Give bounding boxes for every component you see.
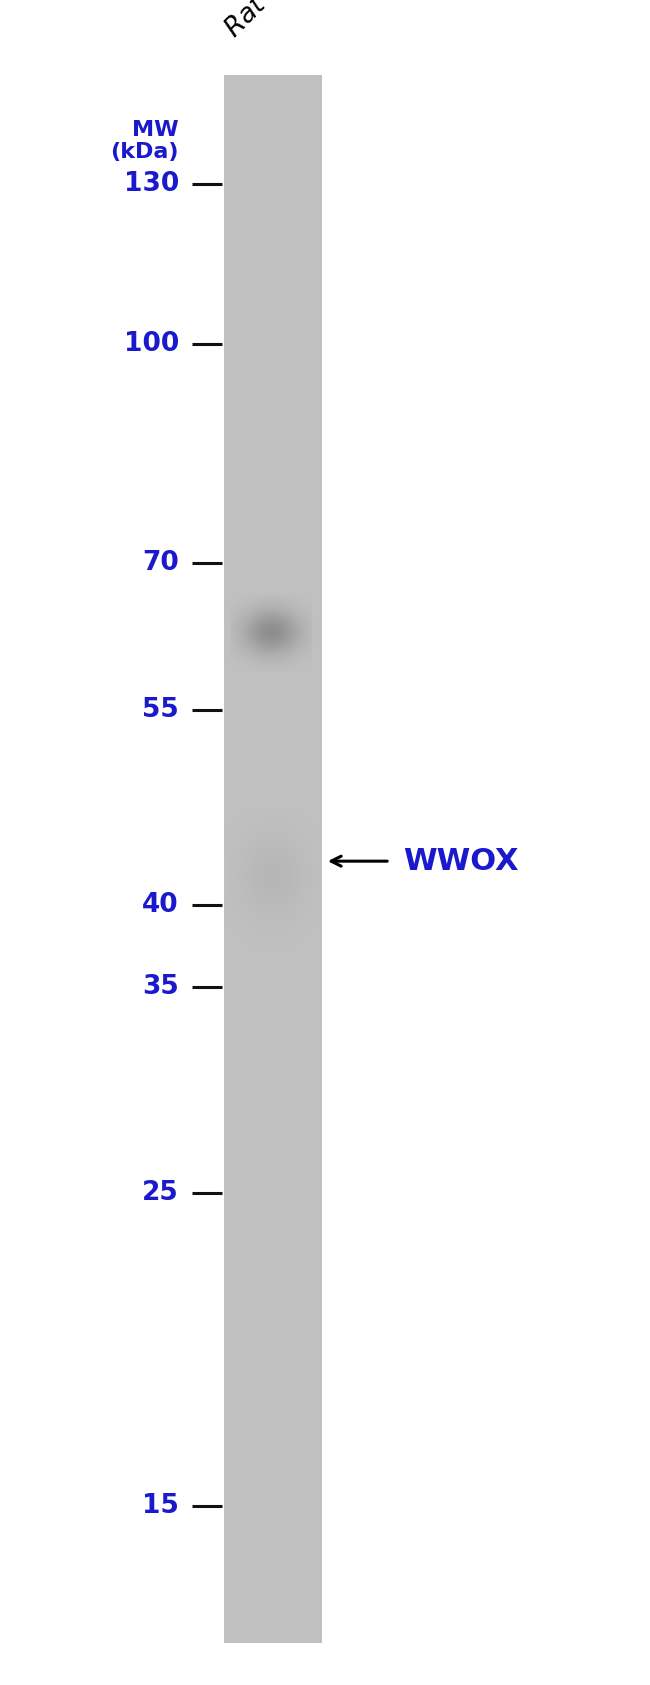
Text: 35: 35: [142, 974, 179, 1001]
Text: 130: 130: [124, 170, 179, 197]
Text: Rat brain: Rat brain: [221, 0, 325, 42]
Text: 70: 70: [142, 549, 179, 576]
Text: WWOX: WWOX: [403, 846, 519, 876]
Text: 55: 55: [142, 698, 179, 723]
Text: MW
(kDa): MW (kDa): [111, 120, 179, 162]
Text: 25: 25: [142, 1180, 179, 1206]
Text: 100: 100: [124, 332, 179, 357]
Text: 40: 40: [142, 893, 179, 918]
Text: 15: 15: [142, 1493, 179, 1520]
